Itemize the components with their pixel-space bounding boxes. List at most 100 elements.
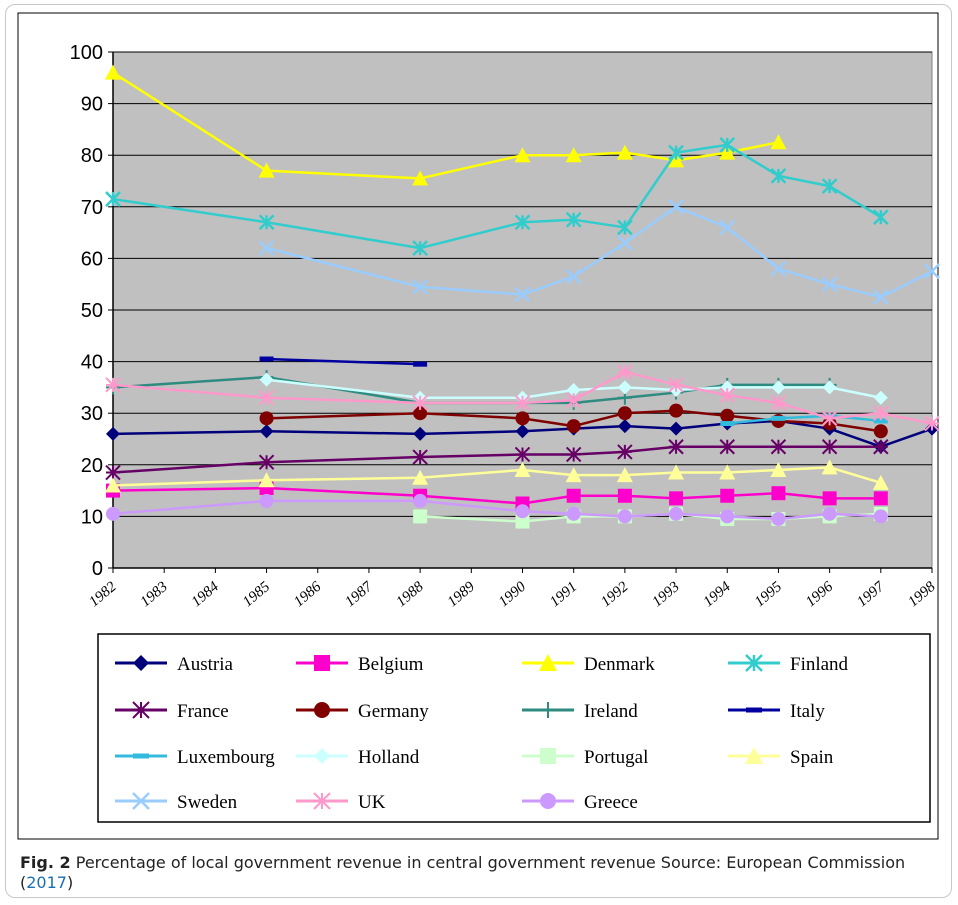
y-tick-label: 20 [81,455,103,477]
data-point [258,472,275,488]
data-point [566,506,581,521]
data-point [617,380,632,395]
data-point [565,268,582,285]
data-point [105,191,121,207]
data-point [771,380,786,395]
legend-marker [745,747,763,764]
data-point [565,211,582,228]
data-point [565,446,582,463]
data-point [668,464,685,480]
data-point [514,395,531,411]
data-point [873,424,888,439]
data-point [668,152,685,168]
y-tick-label: 90 [81,94,103,116]
legend-marker [133,655,149,671]
legend-label: Denmark [584,654,655,675]
data-point [720,421,735,427]
series-line-germany [266,409,881,433]
data-point [822,491,837,506]
data-point [720,408,735,423]
data-point [617,406,632,421]
data-point [565,147,582,163]
data-point [770,167,787,184]
data-point [668,144,684,161]
data-point [258,162,275,178]
data-point [821,410,838,427]
series-line-luxembourg [727,414,881,425]
data-point [258,214,275,231]
data-point [105,64,121,80]
data-point [105,377,121,393]
data-point [259,356,274,362]
data-point [720,488,735,503]
y-tick-label: 40 [81,352,103,374]
data-point [771,415,786,421]
data-point [668,198,684,215]
y-tick-label: 70 [81,197,103,219]
data-point [770,395,787,411]
data-point [565,467,582,483]
data-point [413,426,428,441]
data-point [720,509,735,524]
data-point [872,289,889,305]
data-point [514,286,531,303]
legend-label: Portugal [584,747,648,768]
legend-label: Belgium [358,654,424,675]
data-point [515,411,530,426]
data-point [770,260,787,277]
data-point [106,426,120,441]
caption-reference-link[interactable]: 2017 [26,873,67,892]
data-point [412,395,428,411]
y-tick-label: 80 [81,145,103,167]
data-point [821,178,838,195]
legend-label: Luxembourg [177,747,275,768]
series-line-holland [266,378,882,399]
data-point [617,444,633,460]
data-point [771,511,786,526]
data-point [616,219,633,236]
legend-label: France [177,701,229,722]
data-point [413,361,428,367]
data-point [259,493,274,508]
legend-marker [314,748,330,764]
data-point [719,464,736,480]
figure-frame [5,4,952,898]
y-tick-label: 30 [81,403,103,425]
legend-label: Holland [358,747,420,768]
data-point [413,406,428,421]
legend-marker [314,655,330,671]
data-point [412,469,429,485]
caption-text: Percentage of local government revenue i… [20,853,906,892]
legend-marker [133,753,149,759]
data-point [258,240,275,256]
data-point [514,214,531,231]
data-point [258,454,275,470]
data-point [873,418,888,424]
data-point [669,506,684,521]
legend-label: UK [358,792,386,813]
data-point [770,461,787,477]
data-point [873,405,889,421]
legend-marker [132,701,150,719]
data-point [873,390,888,405]
data-point [412,278,429,295]
data-point [771,486,786,501]
data-point [412,240,429,256]
legend-marker [313,792,331,810]
legend-marker [539,654,557,671]
data-point [668,377,684,393]
data-point [258,390,275,406]
data-point [106,506,120,521]
data-point [514,147,531,163]
data-point [821,276,838,293]
data-point [566,488,581,503]
data-point [719,219,736,236]
series-line-italy [266,357,421,366]
y-tick-label: 10 [81,506,103,528]
series-line-uk [112,370,933,425]
data-point [514,446,531,463]
data-point [566,419,581,434]
series-line-ireland [112,375,830,405]
legend-label: Finland [790,654,849,675]
data-point [412,170,429,186]
